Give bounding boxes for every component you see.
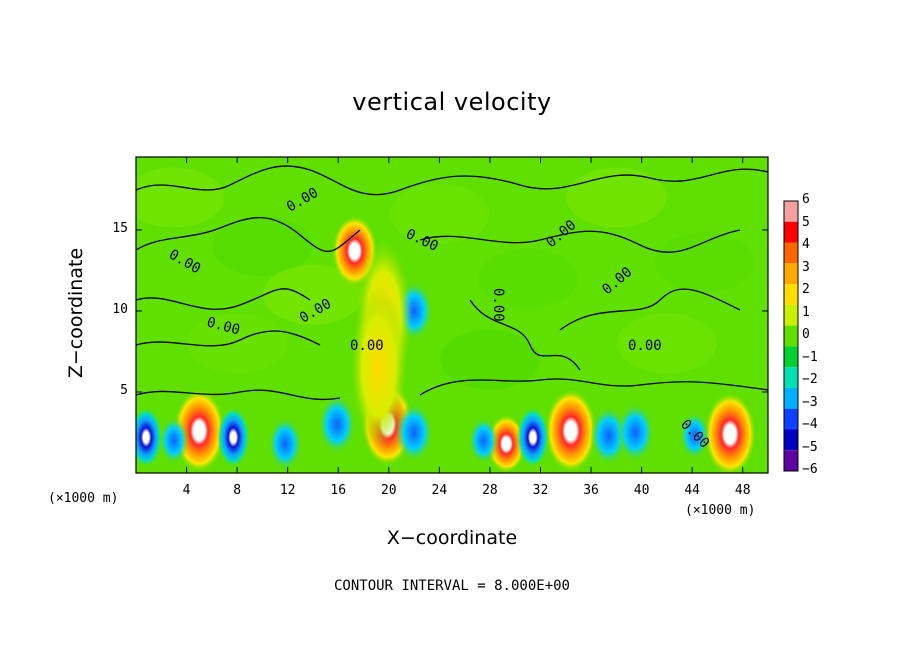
zero-contour-line: [136, 288, 311, 310]
y-tick-label: 10: [112, 301, 128, 317]
x-tick-label: 24: [431, 483, 448, 498]
zero-contour-line: [136, 216, 361, 252]
field-patch: [439, 329, 540, 390]
field-downdraft: [136, 407, 163, 468]
field-patch: [262, 264, 363, 325]
colorbar-swatch: [784, 429, 798, 451]
colorbar-tick-label: −5: [802, 439, 818, 455]
colorbar-swatch: [784, 450, 798, 471]
x-tick-label: 28: [482, 483, 498, 498]
contour-interval-note: CONTOUR INTERVAL = 8.000E+00: [333, 578, 570, 594]
field-patch: [654, 232, 755, 293]
field-plume: [350, 287, 407, 448]
colorbar-tick-label: −1: [802, 349, 818, 365]
contour-label: 0.00: [350, 338, 384, 354]
field-downdraft: [158, 416, 189, 465]
field-patch: [616, 313, 717, 374]
field-patch: [187, 313, 288, 374]
colorbar-tick-label: −2: [802, 372, 818, 387]
colorbar-swatch: [784, 284, 798, 305]
colorbar-tick-label: 0: [802, 327, 810, 342]
x-tick-label: 48: [734, 483, 751, 498]
x-tick-label: 44: [684, 483, 700, 498]
zero-contour-line: [419, 229, 741, 253]
colorbar-tick-label: −4: [802, 417, 818, 432]
contour-label: 0.00: [490, 288, 506, 322]
colorbar-swatch: [784, 367, 798, 388]
x-axis-label: X−coordinate: [386, 527, 518, 549]
field-updraft: [544, 388, 597, 473]
colorbar-tick-label: 4: [802, 237, 810, 252]
field-updraft: [704, 392, 757, 473]
colorbar-swatch: [784, 387, 798, 409]
colorbar-swatch: [784, 346, 798, 368]
x-tick-label: 4: [182, 483, 191, 498]
colorbar-swatch: [784, 263, 798, 285]
zero-contour-line: [419, 378, 768, 396]
field-downdraft: [616, 402, 655, 463]
x-unit-right: (×1000 m): [685, 503, 756, 518]
colorbar-swatch: [784, 304, 798, 326]
field-downdraft: [679, 411, 710, 460]
y-axis-label: Z−coordinate: [65, 247, 87, 379]
field-downdraft: [516, 407, 549, 468]
field-patch: [477, 248, 578, 309]
plot-frame: [135, 156, 769, 474]
y-tick-label: 15: [112, 220, 128, 236]
field-downdraft: [317, 394, 356, 455]
x-tick-label: 40: [633, 483, 650, 498]
x-tick-label: 36: [583, 483, 599, 498]
field-downdraft: [468, 416, 499, 465]
colorbar-swatch: [784, 221, 798, 243]
colorbar-tick-label: −6: [802, 462, 818, 477]
x-tick-label: 20: [380, 483, 397, 498]
chart-title: vertical velocity: [352, 88, 552, 116]
x-tick-label: 12: [279, 483, 296, 498]
x-tick-label: 8: [233, 483, 242, 498]
colorbar-frame: [783, 200, 799, 472]
colorbar-tick-label: 6: [802, 192, 810, 207]
x-unit-left: (×1000 m): [48, 491, 119, 506]
field-patch: [212, 216, 313, 277]
colorbar-tick-label: −3: [802, 394, 818, 410]
zero-contour-line: [469, 299, 581, 371]
x-tick-label: 16: [330, 483, 347, 498]
colorbar-swatch: [784, 201, 798, 222]
field-patch: [136, 167, 224, 228]
zero-contour-line: [559, 288, 741, 331]
colorbar-swatch: [784, 408, 798, 430]
colorbar-tick-label: 3: [802, 259, 810, 275]
zero-contour-line: [136, 165, 768, 196]
colorbar-swatch: [784, 325, 798, 347]
x-tick-label: 32: [532, 483, 549, 498]
colorbar-tick-label: 2: [802, 282, 810, 297]
colorbar-swatch: [784, 242, 798, 264]
field-patch: [566, 167, 667, 228]
contour-label: 0.00: [628, 338, 662, 354]
colorbar-tick-label: 5: [802, 214, 810, 230]
zero-contour-line: [136, 330, 321, 347]
colorbar-tick-label: 1: [802, 304, 810, 320]
y-tick-label: 5: [120, 382, 128, 398]
field-downdraft: [395, 402, 434, 463]
field-downdraft: [217, 407, 250, 468]
zero-contour-line: [136, 389, 341, 401]
field-downdraft: [268, 416, 303, 471]
field-patch: [389, 183, 490, 244]
